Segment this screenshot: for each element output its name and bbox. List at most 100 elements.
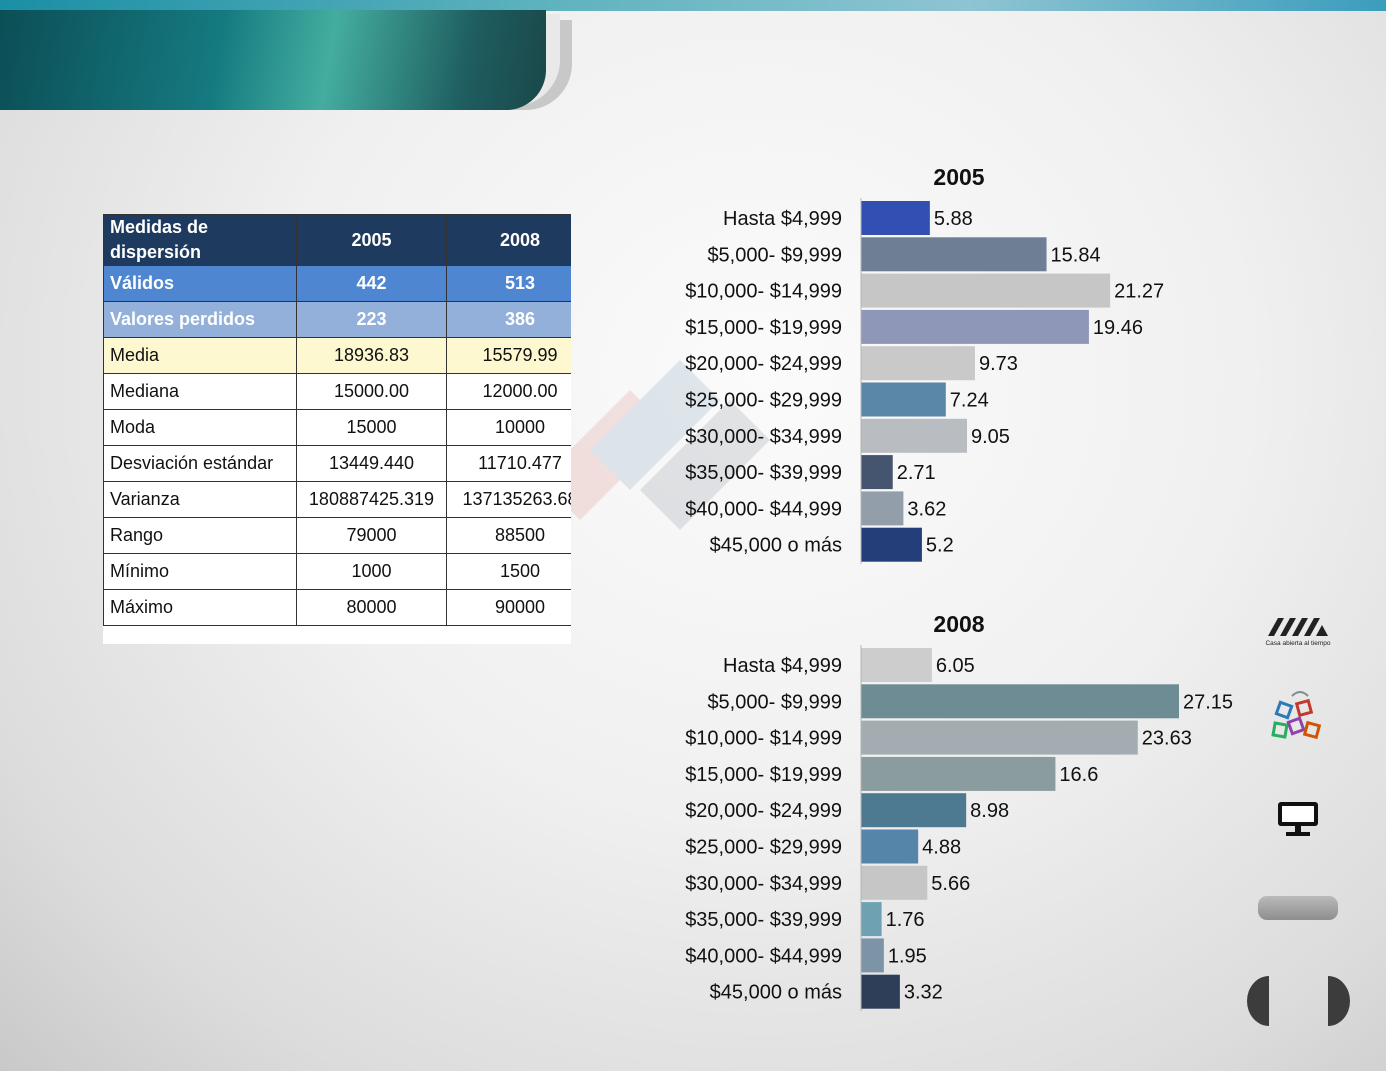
bar bbox=[861, 865, 928, 900]
value-2008: 15579.99 bbox=[446, 337, 571, 374]
value-2008: 12000.00 bbox=[446, 373, 571, 410]
row-label: Máximo bbox=[103, 589, 297, 626]
table-row: Rango 79000 88500 bbox=[103, 517, 571, 554]
row-label: Válidos bbox=[103, 265, 297, 302]
table-row: Media 18936.83 15579.99 bbox=[103, 337, 571, 374]
category-label: Hasta $4,999 bbox=[723, 208, 842, 230]
monitor-icon[interactable] bbox=[1276, 800, 1320, 838]
value-2005: 1000 bbox=[296, 553, 447, 590]
category-label: $40,000- $44,999 bbox=[685, 498, 842, 520]
chart-2005-title: 2005 bbox=[933, 164, 985, 190]
value-2005: 13449.440 bbox=[296, 445, 447, 482]
value-2008: 386 bbox=[446, 301, 571, 338]
bar bbox=[861, 720, 1138, 755]
value-2008: 10000 bbox=[446, 409, 571, 446]
value-2005: 79000 bbox=[296, 517, 447, 554]
data-label: 1.95 bbox=[888, 945, 927, 967]
bar bbox=[861, 273, 1111, 308]
value-2005: 80000 bbox=[296, 589, 447, 626]
data-label: 6.05 bbox=[936, 655, 975, 677]
bar-chart-2005: Hasta $4,999 5.88 $5,000- $9,999 15.84 $10,0… bbox=[685, 198, 1164, 564]
row-label: Mínimo bbox=[103, 553, 297, 590]
category-label: $30,000- $34,999 bbox=[685, 426, 842, 448]
data-label: 5.88 bbox=[934, 208, 973, 230]
value-2005: 18936.83 bbox=[296, 337, 447, 374]
table-row: Válidos 442 513 bbox=[103, 265, 571, 302]
category-label: $20,000- $24,999 bbox=[685, 800, 842, 822]
watermark-graphic bbox=[540, 360, 770, 530]
bar bbox=[861, 237, 1047, 272]
row-label: Media bbox=[103, 337, 297, 374]
category-label: $15,000- $19,999 bbox=[685, 317, 842, 339]
value-2008: 90000 bbox=[446, 589, 571, 626]
department-cubes-icon bbox=[1271, 691, 1322, 740]
bar bbox=[861, 938, 884, 973]
previous-slide-button[interactable] bbox=[1247, 976, 1269, 1026]
data-label: 5.2 bbox=[926, 535, 954, 557]
value-2005: 442 bbox=[296, 265, 447, 302]
category-label: $25,000- $29,999 bbox=[685, 837, 842, 859]
menu-button[interactable] bbox=[1258, 896, 1338, 920]
table-row: Desviación estándar 13449.440 11710.477 bbox=[103, 445, 571, 482]
bar bbox=[861, 974, 900, 1009]
category-label: $15,000- $19,999 bbox=[685, 764, 842, 786]
data-label: 5.66 bbox=[931, 873, 970, 895]
bar bbox=[861, 648, 932, 682]
value-2008: 11710.477 bbox=[446, 445, 571, 482]
table-row: Mínimo 1000 1500 bbox=[103, 553, 571, 590]
data-label: 7.24 bbox=[950, 390, 989, 412]
data-label: 21.27 bbox=[1114, 281, 1164, 303]
header-measures: Medidas de dispersión bbox=[103, 214, 297, 266]
top-accent-strip bbox=[0, 0, 1386, 11]
row-label: Moda bbox=[103, 409, 297, 446]
bar bbox=[861, 382, 946, 417]
chart-2008-title: 2008 bbox=[933, 611, 985, 637]
category-label: $40,000- $44,999 bbox=[685, 945, 842, 967]
title-banner bbox=[0, 10, 546, 110]
bar bbox=[861, 829, 919, 864]
value-2005: 223 bbox=[296, 301, 447, 338]
bar bbox=[861, 491, 904, 526]
table-row: Moda 15000 10000 bbox=[103, 409, 571, 446]
data-label: 16.6 bbox=[1059, 764, 1098, 786]
data-label: 19.46 bbox=[1093, 317, 1143, 339]
data-label: 4.88 bbox=[922, 837, 961, 859]
bar bbox=[861, 455, 893, 490]
value-2005: 15000 bbox=[296, 409, 447, 446]
value-2008: 513 bbox=[446, 265, 571, 302]
category-label: $25,000- $29,999 bbox=[685, 390, 842, 412]
data-label: 15.84 bbox=[1051, 244, 1101, 266]
bar bbox=[861, 684, 1179, 719]
table-row: Varianza 180887425.319 137135263.68 bbox=[103, 481, 571, 518]
row-label: Mediana bbox=[103, 373, 297, 410]
dispersion-table: Medidas de dispersión 2005 2008 Válidos 4… bbox=[103, 214, 571, 626]
data-label: 1.76 bbox=[886, 909, 925, 931]
data-label: 23.63 bbox=[1142, 728, 1192, 750]
table-row: Máximo 80000 90000 bbox=[103, 589, 571, 626]
data-label: 2.71 bbox=[897, 462, 936, 484]
dispersion-table-container: Medidas de dispersión 2005 2008 Válidos 4… bbox=[103, 214, 571, 644]
data-label: 3.32 bbox=[904, 982, 943, 1004]
bar bbox=[861, 418, 967, 453]
bar bbox=[861, 902, 882, 937]
value-2008: 88500 bbox=[446, 517, 571, 554]
value-2005: 15000.00 bbox=[296, 373, 447, 410]
category-label: $5,000- $9,999 bbox=[707, 691, 842, 713]
category-label: $20,000- $24,999 bbox=[685, 353, 842, 375]
category-label: $45,000 o más bbox=[710, 535, 842, 557]
category-label: $10,000- $14,999 bbox=[685, 728, 842, 750]
row-label: Desviación estándar bbox=[103, 445, 297, 482]
header-2005: 2005 bbox=[296, 214, 447, 266]
bar bbox=[861, 309, 1089, 344]
row-label: Rango bbox=[103, 517, 297, 554]
bar-chart-2008: Hasta $4,999 6.05 $5,000- $9,999 27.15 $10,0… bbox=[685, 645, 1233, 1011]
category-label: $30,000- $34,999 bbox=[685, 873, 842, 895]
category-label: $35,000- $39,999 bbox=[685, 462, 842, 484]
uam-logo: Casa abierta al tiempo bbox=[1265, 618, 1331, 647]
next-slide-button[interactable] bbox=[1328, 976, 1350, 1026]
data-label: 3.62 bbox=[907, 498, 946, 520]
category-label: $45,000 o más bbox=[710, 982, 842, 1004]
data-label: 27.15 bbox=[1183, 691, 1233, 713]
value-2008: 1500 bbox=[446, 553, 571, 590]
table-row: Mediana 15000.00 12000.00 bbox=[103, 373, 571, 410]
